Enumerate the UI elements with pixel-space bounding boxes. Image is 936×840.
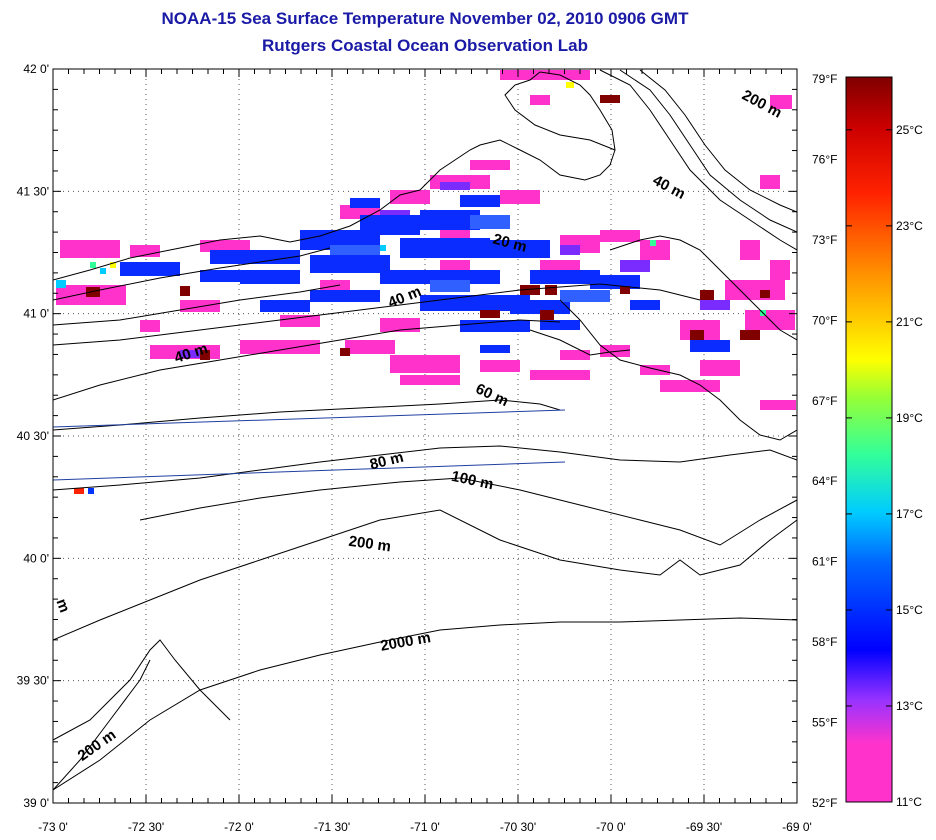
colorbar: 25°C 23°C 21°C 19°C 17°C 15°C 13°C 11°C xyxy=(845,76,923,809)
lat-tick-label: 40 0' xyxy=(23,551,49,565)
fahrenheit-tick-label: 64°F xyxy=(812,474,837,488)
celsius-tick-label: 19°C xyxy=(896,411,923,425)
lon-tick-label: -70 30' xyxy=(500,820,536,834)
lat-tick-label: 42 0' xyxy=(23,62,49,76)
fahrenheit-tick-label: 79°F xyxy=(812,72,837,86)
longitude-tick-labels: -73 0' -72 30' -72 0' -71 30' -71 0' -70 30' -… xyxy=(38,820,812,834)
fahrenheit-tick-label: 55°F xyxy=(812,716,837,730)
celsius-tick-label: 13°C xyxy=(896,699,923,713)
lat-tick-label: 41 0' xyxy=(23,307,49,321)
lon-tick-label: -73 0' xyxy=(38,820,68,834)
graticule-grid xyxy=(53,69,797,803)
lon-tick-label: -69 30' xyxy=(686,820,722,834)
lon-tick-label: -71 30' xyxy=(314,820,350,834)
coastline-and-contours xyxy=(53,69,797,791)
contour-depth-label: m xyxy=(53,597,74,615)
fahrenheit-tick-label: 58°F xyxy=(812,635,837,649)
celsius-tick-label: 15°C xyxy=(896,603,923,617)
fahrenheit-tick-label: 73°F xyxy=(812,233,837,247)
celsius-tick-labels: 25°C 23°C 21°C 19°C 17°C 15°C 13°C 11°C xyxy=(846,123,923,809)
fahrenheit-tick-labels: 79°F 76°F 73°F 70°F 67°F 64°F 61°F 58°F 55°F 52°F xyxy=(812,72,837,810)
lat-tick-label: 39 30' xyxy=(17,674,49,688)
lat-tick-label: 41 30' xyxy=(17,184,49,198)
lat-tick-label: 40 30' xyxy=(17,429,49,443)
fahrenheit-tick-label: 67°F xyxy=(812,394,837,408)
edge-tick-marks xyxy=(52,68,797,804)
celsius-tick-label: 17°C xyxy=(896,507,923,521)
fahrenheit-tick-label: 70°F xyxy=(812,313,837,327)
lon-tick-label: -72 30' xyxy=(128,820,164,834)
latitude-tick-labels: 42 0' 41 30' 41 0' 40 30' 40 0' 39 30' 39 0' xyxy=(17,62,49,810)
celsius-tick-label: 21°C xyxy=(896,315,923,329)
fahrenheit-tick-label: 52°F xyxy=(812,796,837,810)
lat-tick-label: 39 0' xyxy=(23,796,49,810)
celsius-tick-label: 11°C xyxy=(896,795,922,809)
lon-tick-label: -71 0' xyxy=(410,820,440,834)
map-title: NOAA-15 Sea Surface Temperature November… xyxy=(161,9,689,28)
lon-tick-label: -72 0' xyxy=(224,820,254,834)
lon-tick-label: -70 0' xyxy=(596,820,626,834)
satellite-track-lines xyxy=(53,409,566,481)
map-subtitle: Rutgers Coastal Ocean Observation Lab xyxy=(262,36,588,55)
sst-data-pixels xyxy=(56,70,796,494)
colorbar-gradient xyxy=(845,76,893,803)
fahrenheit-tick-label: 76°F xyxy=(812,152,837,166)
fahrenheit-tick-label: 61°F xyxy=(812,555,837,569)
lon-tick-label: -69 0' xyxy=(782,820,812,834)
celsius-tick-label: 23°C xyxy=(896,219,923,233)
contour-depth-label: 200 m xyxy=(348,533,392,556)
celsius-tick-label: 25°C xyxy=(896,123,923,137)
